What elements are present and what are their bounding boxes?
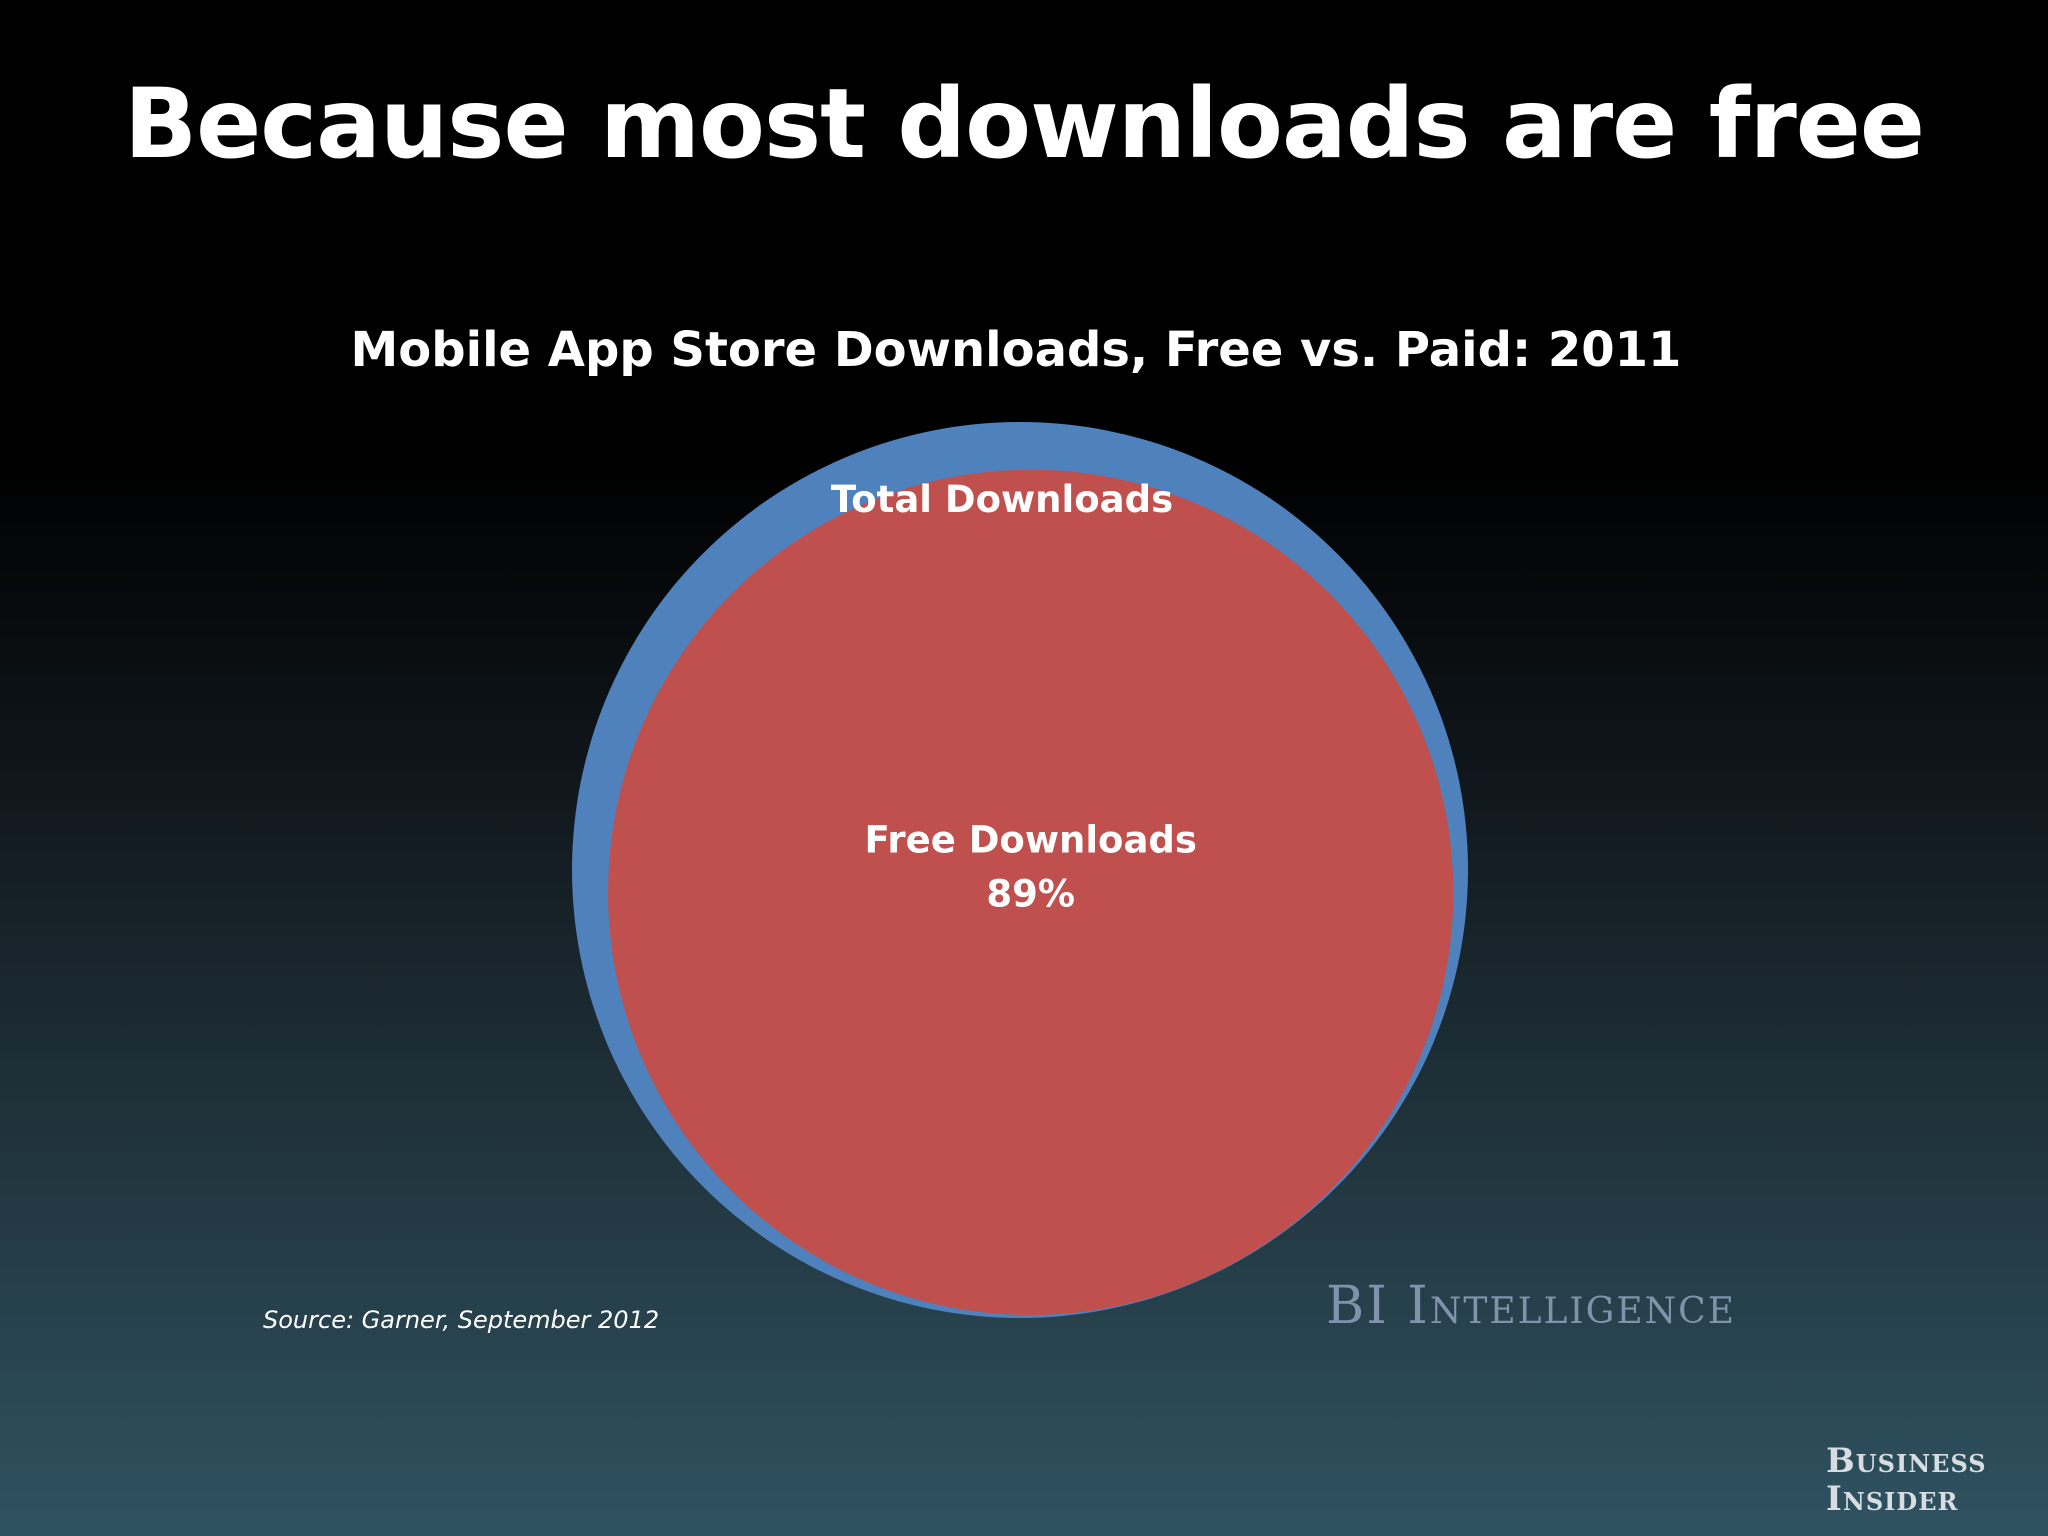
logo-line-1: Business — [1826, 1441, 1987, 1481]
bi-intelligence-watermark: BI Intelligence — [1326, 1276, 1737, 1336]
chart-title: Mobile App Store Downloads, Free vs. Pai… — [350, 322, 1682, 378]
free-downloads-value: 89% — [986, 872, 1075, 915]
logo-line-2: Insider — [1826, 1479, 1959, 1519]
total-downloads-label: Total Downloads — [831, 478, 1173, 521]
free-downloads-label: Free Downloads — [864, 818, 1196, 861]
slide-title: Because most downloads are free — [123, 68, 1925, 180]
source-note: Source: Garner, September 2012 — [263, 1306, 660, 1334]
business-insider-logo: Business Insider — [1826, 1442, 1996, 1518]
free-downloads-circle — [608, 469, 1454, 1316]
